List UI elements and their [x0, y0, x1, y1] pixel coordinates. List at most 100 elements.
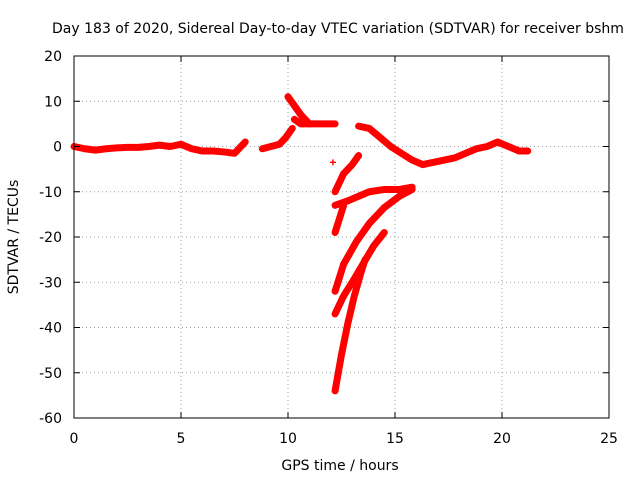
data-point: [332, 288, 339, 295]
data-point: [285, 93, 291, 100]
data-point: [355, 193, 362, 200]
data-point: [210, 148, 217, 155]
data-point: [113, 144, 120, 151]
series-track-early: [70, 138, 249, 157]
data-point: [441, 157, 448, 164]
series-line: [284, 93, 313, 128]
series-track-plateau: [290, 115, 339, 128]
data-point: [351, 292, 358, 299]
data-point: [387, 143, 394, 150]
data-point: [332, 229, 339, 236]
series-track-a: [331, 152, 363, 196]
data-point: [484, 143, 491, 150]
data-point: [473, 145, 480, 152]
data-point: [332, 202, 339, 209]
data-point: [362, 256, 369, 263]
data-point: [220, 148, 227, 155]
chart-title: Day 183 of 2020, Sidereal Day-to-day VTE…: [52, 21, 624, 37]
data-point: [396, 186, 403, 193]
x-axis-ticks: 0 5 10 15 20 25: [70, 56, 618, 447]
data-point: [145, 143, 152, 150]
data-point: [297, 111, 304, 118]
data-point: [370, 243, 377, 250]
y-tick-label: -50: [39, 366, 62, 382]
data-point: [381, 229, 388, 236]
data-point: [344, 319, 351, 326]
data-point: [398, 150, 405, 157]
data-point: [81, 145, 88, 152]
data-point: [178, 141, 184, 148]
data-point: [524, 148, 531, 155]
x-tick-label: 5: [177, 431, 186, 447]
data-point: [242, 138, 249, 145]
data-point: [332, 387, 339, 394]
series-stray-point: [329, 159, 336, 166]
grid: [74, 56, 609, 418]
data-point: [494, 138, 501, 145]
data-point: [349, 161, 356, 168]
data-point: [381, 186, 388, 193]
data-point: [282, 134, 289, 141]
data-point: [366, 125, 373, 132]
series-track-d: [331, 185, 416, 295]
data-point: [419, 161, 426, 168]
data-point: [353, 238, 360, 245]
data-point: [451, 154, 458, 161]
x-tick-label: 25: [600, 431, 618, 447]
data-point: [355, 123, 362, 130]
data-point: [462, 150, 469, 157]
x-axis-label: GPS time / hours: [281, 458, 398, 474]
y-tick-label: 10: [44, 94, 62, 110]
data-point: [329, 159, 336, 166]
data-point: [340, 261, 347, 268]
series-line: [355, 122, 532, 169]
data-point: [336, 215, 343, 222]
data-point: [332, 188, 339, 195]
data-point: [430, 159, 437, 166]
data-point: [357, 270, 364, 277]
y-tick-label: 20: [44, 49, 62, 65]
data-point: [291, 116, 298, 123]
data-point: [306, 120, 313, 127]
data-point: [381, 204, 388, 211]
y-tick-label: -20: [39, 230, 62, 246]
data-point: [409, 157, 416, 164]
data-point: [516, 148, 523, 155]
series-line: [331, 256, 369, 395]
data-point: [103, 145, 110, 152]
data-point: [124, 144, 131, 151]
data-point: [135, 144, 142, 151]
series-track-mid: [355, 122, 532, 169]
y-tick-label: -30: [39, 275, 62, 291]
data-point: [366, 220, 373, 227]
y-axis-ticks: -60 -50 -40 -30 -20 -10 0 10 20: [39, 49, 609, 427]
data-point: [231, 150, 238, 157]
data-point: [297, 120, 304, 127]
y-tick-label: -60: [39, 411, 62, 427]
data-point: [314, 120, 321, 127]
data-point: [340, 170, 347, 177]
data-point: [349, 279, 356, 286]
data-point: [259, 145, 266, 152]
y-axis-label: SDTVAR / TECUs: [6, 180, 22, 295]
data-point: [332, 310, 339, 317]
y-tick-label: 0: [53, 140, 62, 156]
data-point: [377, 134, 384, 141]
x-tick-label: 20: [493, 431, 511, 447]
series-track-f: [331, 256, 369, 395]
data-point: [289, 125, 296, 132]
x-tick-label: 15: [386, 431, 404, 447]
data-marks: [70, 93, 532, 395]
data-point: [267, 143, 274, 150]
series-line: [258, 124, 296, 153]
data-point: [291, 102, 298, 109]
data-point: [332, 120, 339, 127]
data-point: [505, 143, 512, 150]
data-point: [167, 143, 174, 150]
y-tick-label: -10: [39, 185, 62, 201]
x-tick-label: 10: [279, 431, 297, 447]
data-point: [340, 292, 347, 299]
data-point: [199, 148, 206, 155]
data-point: [276, 141, 283, 148]
data-point: [355, 152, 362, 159]
